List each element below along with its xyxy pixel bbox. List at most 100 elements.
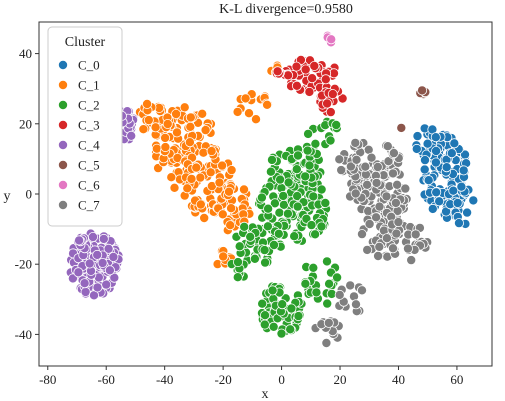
legend-marker <box>58 100 69 111</box>
point-c-2 <box>292 201 303 212</box>
point-c-4 <box>88 231 99 242</box>
point-c-2 <box>332 272 343 283</box>
point-c-0 <box>430 157 441 168</box>
point-c-4 <box>109 272 120 283</box>
point-c-2 <box>275 174 286 185</box>
point-c-7 <box>360 161 371 172</box>
point-c-4 <box>108 251 119 262</box>
point-c-7 <box>374 241 385 252</box>
point-c-7 <box>387 168 398 179</box>
point-c-3 <box>307 73 318 84</box>
point-c-7 <box>410 229 421 240</box>
point-c-7 <box>351 154 362 165</box>
y-tick-label: 20 <box>19 116 32 131</box>
point-c-1 <box>184 137 195 148</box>
point-c-3 <box>337 93 348 104</box>
point-c-1 <box>200 125 211 136</box>
point-c-4 <box>97 257 108 268</box>
point-c-1 <box>238 184 249 195</box>
point-c-0 <box>411 143 422 154</box>
point-c-3 <box>309 61 320 72</box>
point-c-2 <box>273 228 284 239</box>
point-c-1 <box>160 132 171 143</box>
legend-label: C_7 <box>78 198 100 213</box>
point-c-7 <box>336 165 347 176</box>
point-c-7 <box>364 218 375 229</box>
point-c-2 <box>283 177 294 188</box>
point-c-2 <box>308 191 319 202</box>
point-c-7 <box>382 141 393 152</box>
point-c-2 <box>289 231 300 242</box>
legend-marker <box>58 120 69 131</box>
legend-marker <box>58 179 69 190</box>
point-c-7 <box>362 179 373 190</box>
point-c-2 <box>239 221 250 232</box>
point-c-1 <box>142 99 153 110</box>
point-c-7 <box>381 191 392 202</box>
point-c-4 <box>98 233 109 244</box>
x-tick-label: 60 <box>450 372 463 387</box>
point-c-5 <box>396 122 407 133</box>
point-c-2 <box>321 256 332 267</box>
point-c-2 <box>259 245 270 256</box>
point-c-0 <box>423 175 434 186</box>
point-c-2 <box>320 197 331 208</box>
point-c-1 <box>171 109 182 120</box>
point-c-2 <box>276 328 287 339</box>
point-c-7 <box>391 228 402 239</box>
point-c-2 <box>316 221 327 232</box>
point-c-0 <box>419 155 430 166</box>
point-c-1 <box>240 93 251 104</box>
point-c-0 <box>449 138 460 149</box>
point-c-1 <box>169 182 180 193</box>
point-c-2 <box>260 257 271 268</box>
point-c-7 <box>366 152 377 163</box>
point-c-1 <box>214 177 225 188</box>
point-c-7 <box>393 217 404 228</box>
point-c-1 <box>198 147 209 158</box>
point-c-1 <box>225 220 236 231</box>
point-c-2 <box>263 203 274 214</box>
x-axis-ticks: -80 -60 -40 -20 0 20 40 60 <box>39 366 463 387</box>
legend-marker <box>58 199 69 210</box>
legend-box <box>47 26 123 227</box>
point-c-3 <box>304 86 315 97</box>
point-c-6 <box>326 34 337 45</box>
point-c-1 <box>262 99 273 110</box>
point-c-7 <box>334 154 345 165</box>
point-c-2 <box>285 324 296 335</box>
x-tick-label: 20 <box>334 372 347 387</box>
point-c-1 <box>226 203 237 214</box>
point-c-7 <box>334 289 345 300</box>
point-c-4 <box>92 249 103 260</box>
point-c-2 <box>291 164 302 175</box>
point-c-2 <box>316 184 327 195</box>
legend-label: C_1 <box>78 78 100 93</box>
point-c-0 <box>462 207 473 218</box>
point-c-4 <box>103 243 114 254</box>
point-c-2 <box>331 120 342 131</box>
point-c-2 <box>325 135 336 146</box>
point-c-7 <box>383 156 394 167</box>
point-c-0 <box>456 181 467 192</box>
point-c-4 <box>74 235 85 246</box>
point-c-7 <box>362 244 373 255</box>
point-c-2 <box>300 278 311 289</box>
point-c-2 <box>262 221 273 232</box>
chart-title: K-L divergence=0.9580 <box>219 2 353 17</box>
point-c-7 <box>402 243 413 254</box>
point-c-1 <box>186 173 197 184</box>
point-c-2 <box>306 220 317 231</box>
point-c-1 <box>205 167 216 178</box>
point-c-2 <box>234 241 245 252</box>
point-c-0 <box>446 148 457 159</box>
point-c-7 <box>345 280 356 291</box>
point-c-2 <box>268 239 279 250</box>
point-c-7 <box>323 317 334 328</box>
point-c-2 <box>269 198 280 209</box>
point-c-2 <box>257 298 268 309</box>
point-c-1 <box>217 160 228 171</box>
legend: Cluster C_0 C_1 C_2 C_3 C_4 C_5 C_6 C_7 <box>47 26 123 227</box>
y-tick-label: 0 <box>26 187 33 202</box>
point-c-2 <box>302 145 313 156</box>
